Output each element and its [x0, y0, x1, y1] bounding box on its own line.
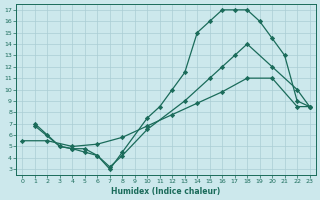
X-axis label: Humidex (Indice chaleur): Humidex (Indice chaleur) [111, 187, 221, 196]
